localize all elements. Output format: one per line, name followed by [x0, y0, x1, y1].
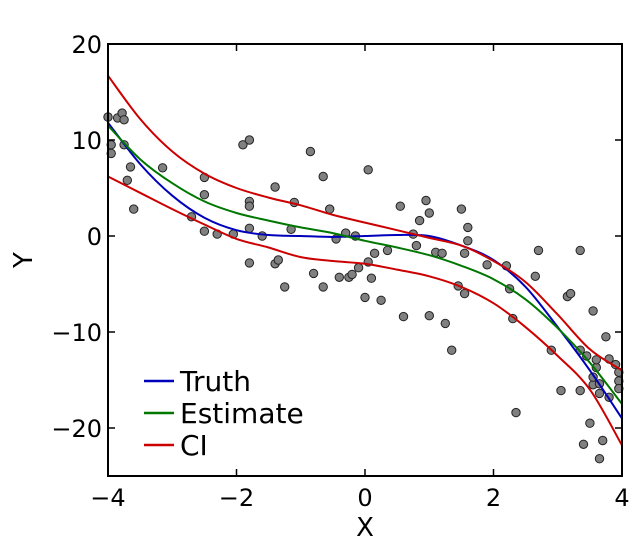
x-axis-label: X: [356, 513, 374, 541]
scatter-point: [366, 273, 377, 283]
legend-label-truth: Truth: [179, 365, 251, 398]
scatter-point: [244, 258, 255, 268]
scatter-point: [119, 115, 129, 125]
scatter-point: [318, 282, 328, 292]
scatter-point: [459, 288, 470, 299]
scatter-point: [244, 201, 255, 211]
series-line-ci: [107, 75, 623, 372]
scatter-point: [325, 204, 335, 214]
legend-label-estimate: Estimate: [180, 397, 304, 430]
scatter-point: [578, 439, 589, 449]
scatter-point: [414, 215, 425, 226]
scatter-point: [565, 288, 576, 299]
scatter-point: [556, 385, 566, 396]
scatter-point: [125, 162, 136, 172]
scatter-point: [280, 282, 290, 292]
scatter-point: [353, 263, 364, 273]
scatter-point: [598, 435, 608, 446]
scatter-point: [122, 175, 133, 186]
x-tick-label: −2: [219, 484, 254, 512]
scatter-point: [382, 245, 393, 256]
scatter-point: [129, 204, 139, 214]
scatter-point: [575, 385, 585, 396]
scatter-point: [244, 223, 255, 234]
y-tick-label: 0: [87, 223, 102, 251]
y-axis-label: Y: [9, 252, 39, 269]
scatter-point: [437, 248, 447, 259]
scatter-point: [360, 292, 370, 303]
scatter-point: [199, 226, 210, 236]
y-tick-label: 10: [71, 127, 102, 155]
scatter-point: [459, 248, 470, 259]
scatter-point: [594, 454, 605, 464]
scatter-point: [482, 260, 492, 270]
scatter-point: [363, 165, 373, 175]
scatter-point: [199, 190, 210, 200]
scatter-point: [270, 182, 280, 192]
scatter-point: [575, 245, 585, 256]
scatter-points: [103, 108, 624, 464]
y-tick-label: −20: [51, 415, 102, 443]
scatter-point: [318, 171, 328, 182]
scatter-point: [305, 146, 316, 157]
scatter-point: [456, 204, 467, 214]
series-lines: [107, 75, 623, 446]
scatter-point: [395, 201, 405, 211]
scatter-point: [594, 388, 605, 399]
scatter-point: [411, 240, 422, 251]
scatter-point: [463, 222, 473, 233]
x-tick-label: 2: [486, 484, 501, 512]
scatter-point: [447, 345, 457, 355]
scatter-point: [421, 195, 431, 206]
axis-ticks: [107, 43, 623, 476]
y-tick-label: 20: [71, 31, 102, 59]
series-line-estimate: [107, 124, 623, 405]
x-tick-label: 0: [357, 484, 372, 512]
scatter-point: [585, 418, 595, 428]
scatter-point: [334, 272, 344, 282]
scatter-point: [601, 332, 611, 342]
scatter-point: [533, 245, 544, 256]
legend-label-ci: CI: [180, 429, 208, 462]
scatter-point: [591, 355, 601, 365]
scatter-point: [588, 306, 598, 316]
scatter-point: [463, 236, 473, 246]
scatter-point: [369, 248, 380, 259]
scatter-point: [424, 311, 434, 321]
series-line-ci-lower: [107, 175, 623, 446]
scatter-point: [440, 318, 450, 329]
scatter-point: [238, 140, 248, 150]
scatter-point: [376, 295, 386, 305]
scatter-point: [398, 311, 409, 322]
scatter-point: [347, 269, 357, 280]
series-line-truth: [107, 122, 623, 419]
scatter-point: [308, 268, 319, 279]
scatter-point: [530, 271, 540, 281]
scatter-point: [511, 407, 521, 418]
y-tick-label: −10: [51, 319, 102, 347]
x-tick-label: −4: [90, 484, 125, 512]
scatter-point: [257, 231, 267, 241]
scatter-point: [244, 135, 255, 145]
scatter-point: [157, 163, 168, 173]
x-tick-label: 4: [614, 484, 629, 512]
scatter-point: [424, 208, 434, 218]
scatter-point: [273, 255, 283, 265]
